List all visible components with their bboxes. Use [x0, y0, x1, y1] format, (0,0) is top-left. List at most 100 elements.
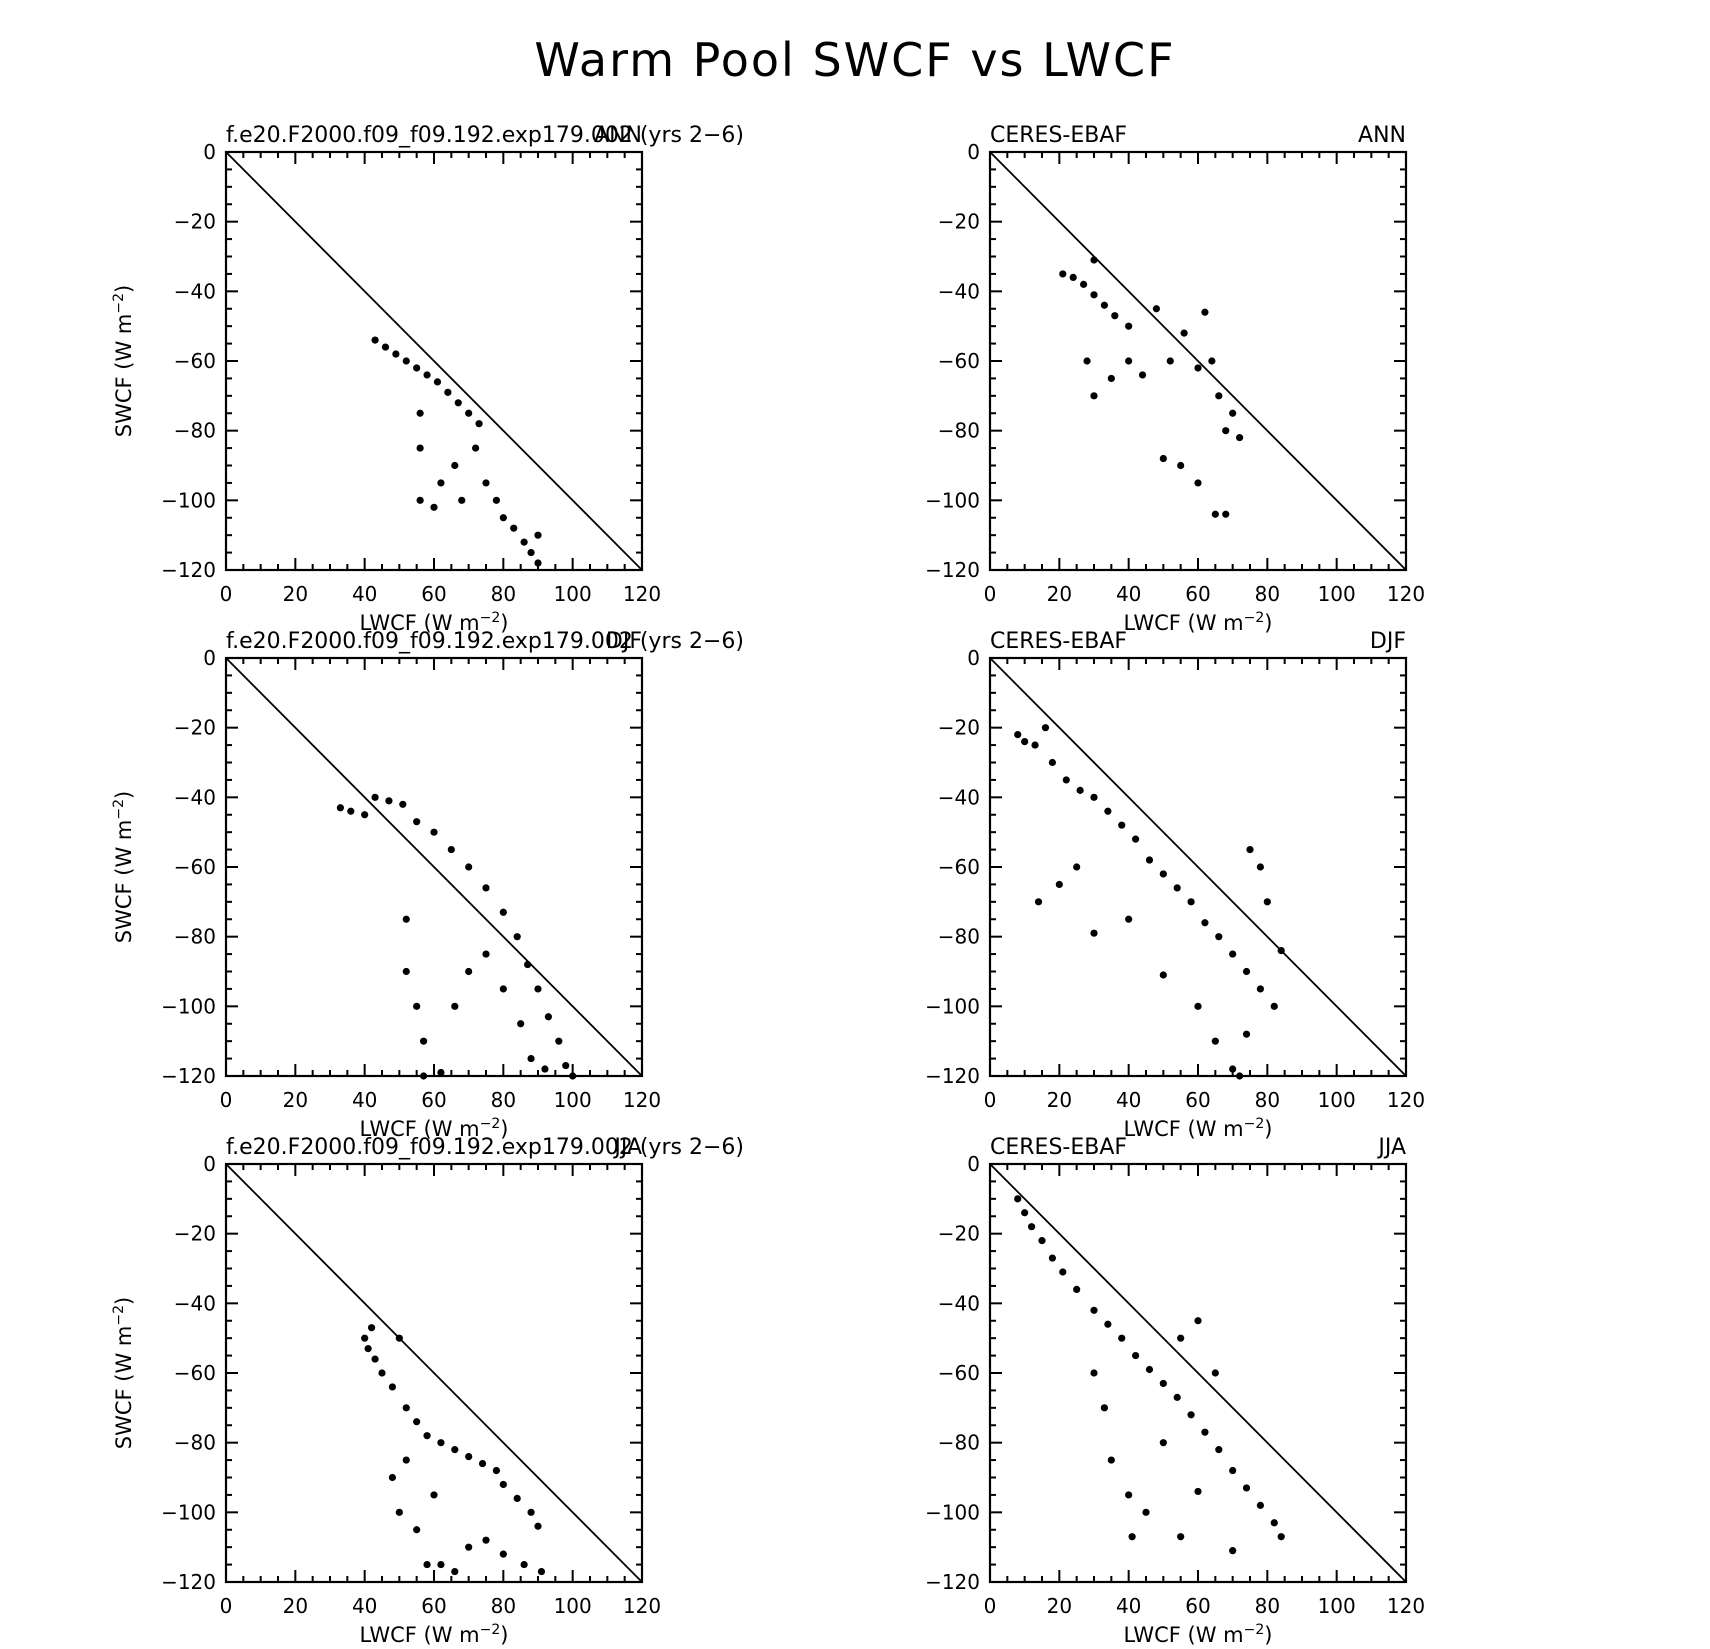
scatter-point [444, 388, 452, 396]
x-tick-label: 0 [220, 1088, 233, 1112]
y-tick-label: −100 [161, 1500, 216, 1524]
x-tick-label: 80 [1255, 1594, 1280, 1618]
x-tick-label: 0 [984, 1594, 997, 1618]
scatter-point [1080, 280, 1088, 288]
scatter-point [1229, 1466, 1237, 1475]
scatter-point [1090, 256, 1098, 264]
scatter-point [1090, 1369, 1098, 1377]
scatter-point [437, 1439, 445, 1447]
y-tick-label: 0 [967, 1152, 980, 1176]
scatter-point [416, 444, 424, 452]
scatter-point [1201, 1428, 1209, 1436]
scatter-point [1104, 1320, 1112, 1328]
scatter-point [562, 1061, 570, 1070]
scatter-point [1194, 479, 1202, 487]
x-tick-label: 20 [283, 1594, 308, 1618]
scatter-point [1104, 807, 1112, 815]
scatter-point [416, 409, 424, 417]
scatter-point [402, 915, 410, 923]
scatter-point [1132, 1351, 1140, 1360]
scatter-point [465, 863, 473, 871]
scatter-point [399, 800, 407, 808]
panel-season-label: DJF [1370, 629, 1406, 654]
scatter-point [1215, 933, 1223, 941]
scatter-point [371, 793, 379, 801]
panel-season-label: DJF [606, 629, 642, 654]
y-axis-label: SWCF (W m−2) [111, 791, 136, 943]
y-axis-label: SWCF (W m−2) [111, 1297, 136, 1449]
scatter-point [1132, 835, 1140, 843]
scatter-point [1014, 731, 1022, 739]
y-tick-label: −100 [925, 488, 980, 512]
y-tick-label: −60 [938, 855, 980, 879]
x-tick-label: 0 [220, 582, 233, 606]
scatter-point [1152, 305, 1160, 313]
scatter-point [1138, 371, 1147, 379]
scatter-point [1211, 510, 1219, 518]
scatter-point [555, 1037, 563, 1045]
scatter-point [451, 1567, 459, 1576]
scatter-point [388, 1383, 396, 1391]
scatter-point [1256, 1501, 1264, 1509]
scatter-point [368, 1324, 376, 1332]
x-tick-label: 40 [352, 1088, 377, 1112]
y-tick-label: −100 [161, 994, 216, 1018]
scatter-point [541, 1065, 549, 1073]
scatter-point [1038, 1237, 1046, 1245]
y-tick-label: −20 [938, 716, 980, 740]
scatter-panel-1: 0 20 40 60 80 100 120 0 −20 −40 −60 −80 −100 −120 f.e2… [111, 123, 744, 635]
x-tick-label: 80 [491, 1088, 516, 1112]
scatter-point [336, 804, 344, 812]
y-tick-label: −120 [925, 558, 980, 582]
scatter-panel-5: 0 20 40 60 80 100 120 0 −20 −40 −60 −80 −100 −120 f.e2… [111, 1135, 744, 1647]
y-tick-label: −40 [174, 785, 216, 809]
scatter-point [451, 1002, 459, 1010]
panel-source-label: CERES-EBAF [990, 123, 1127, 148]
y-tick-label: −80 [938, 419, 980, 443]
scatter-point [492, 1466, 500, 1475]
panel-source-label: f.e20.F2000.f09_f09.192.exp179.002 (yrs … [226, 629, 744, 654]
scatter-point [1090, 793, 1098, 801]
scatter-point [1173, 1393, 1181, 1401]
scatter-point [527, 548, 535, 557]
scatter-point [371, 1355, 379, 1363]
panel-source-label: CERES-EBAF [990, 1135, 1127, 1160]
x-tick-label: 0 [984, 582, 997, 606]
scatter-point [1048, 758, 1056, 767]
one-to-one-line [989, 1163, 1407, 1583]
scatter-point [1159, 870, 1167, 878]
scatter-point [361, 811, 369, 819]
scatter-point [1090, 1306, 1098, 1314]
scatter-point [1187, 1411, 1195, 1419]
scatter-point [513, 933, 521, 941]
scatter-point [1159, 1379, 1167, 1388]
scatter-point [1256, 863, 1264, 871]
panel-source-label: f.e20.F2000.f09_f09.192.exp179.002 (yrs … [226, 1135, 744, 1160]
x-tick-label: 20 [1047, 582, 1072, 606]
x-tick-label: 80 [1255, 1088, 1280, 1112]
scatter-point [1166, 357, 1174, 365]
scatter-point [1073, 1285, 1081, 1293]
y-tick-label: −40 [174, 1291, 216, 1315]
scatter-point [1242, 1030, 1251, 1038]
panel-source-label: f.e20.F2000.f09_f09.192.exp179.002 (yrs … [226, 123, 744, 148]
scatter-point [364, 1345, 372, 1353]
y-tick-label: −20 [174, 716, 216, 740]
scatter-point [1201, 308, 1209, 316]
x-axis-label: LWCF (W m−2) [360, 1116, 509, 1141]
scatter-point [1125, 915, 1133, 923]
scatter-point [1090, 929, 1098, 937]
scatter-point [1159, 454, 1167, 463]
one-to-one-line [989, 151, 1407, 571]
scatter-point [381, 343, 390, 351]
x-tick-label: 20 [283, 1088, 308, 1112]
one-to-one-line [225, 1163, 643, 1583]
scatter-point [465, 409, 473, 417]
scatter-point [1128, 1533, 1136, 1541]
x-tick-label: 120 [623, 1594, 661, 1618]
scatter-point [1194, 1002, 1202, 1010]
scatter-point [499, 514, 507, 522]
scatter-point [520, 538, 528, 546]
scatter-point [420, 1037, 428, 1045]
scatter-point [1118, 821, 1126, 829]
